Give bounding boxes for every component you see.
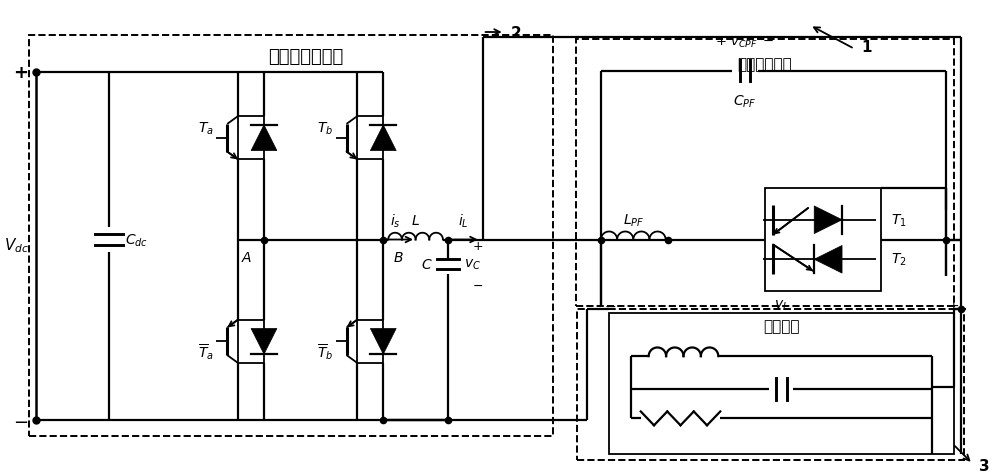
Text: 3: 3	[979, 458, 989, 473]
Polygon shape	[370, 126, 396, 151]
Bar	[609, 313, 954, 454]
Text: $+ \ v_{CPF} \ -$: $+ \ v_{CPF} \ -$	[715, 36, 775, 50]
Polygon shape	[814, 246, 842, 274]
Text: +: +	[472, 239, 483, 252]
Text: $C_{dc}$: $C_{dc}$	[125, 232, 148, 248]
Polygon shape	[370, 329, 396, 355]
Text: $v_L$: $v_L$	[774, 298, 789, 312]
Text: $-$: $-$	[13, 411, 28, 429]
Text: $L_{PF}$: $L_{PF}$	[623, 212, 644, 228]
Polygon shape	[251, 126, 277, 151]
Text: $\overline{T}_a$: $\overline{T}_a$	[198, 342, 214, 361]
Text: $T_b$: $T_b$	[317, 120, 334, 137]
Text: $i_s$: $i_s$	[390, 213, 401, 230]
Text: $-$: $-$	[604, 298, 616, 312]
Text: $C$: $C$	[421, 258, 433, 272]
Text: $L$: $L$	[411, 213, 420, 227]
Text: 负载网络: 负载网络	[763, 319, 800, 334]
Bar	[29, 36, 553, 436]
Text: $C_{PF}$: $C_{PF}$	[733, 93, 757, 109]
Bar	[577, 309, 964, 460]
Text: 1: 1	[861, 40, 872, 55]
Text: $\overline{T}_b$: $\overline{T}_b$	[317, 342, 334, 361]
Text: +: +	[13, 63, 28, 81]
Bar	[765, 189, 881, 291]
Text: $-$: $-$	[472, 278, 483, 291]
Text: +: +	[947, 298, 959, 312]
Text: $i_L$: $i_L$	[458, 213, 469, 230]
Text: 阻抗匹配电路: 阻抗匹配电路	[738, 57, 792, 71]
Text: $B$: $B$	[393, 251, 404, 265]
Text: $A$: $A$	[241, 251, 252, 265]
Text: $T_1$: $T_1$	[891, 212, 907, 228]
Polygon shape	[251, 329, 277, 355]
Polygon shape	[814, 207, 842, 234]
Text: $V_{dc}$: $V_{dc}$	[4, 236, 29, 254]
Text: $T_a$: $T_a$	[198, 120, 214, 137]
Bar	[576, 40, 954, 306]
Text: 2: 2	[511, 25, 521, 40]
Text: $v_C$: $v_C$	[464, 258, 481, 272]
Text: 数字功率放大器: 数字功率放大器	[269, 48, 344, 66]
Text: $T_2$: $T_2$	[891, 251, 907, 268]
